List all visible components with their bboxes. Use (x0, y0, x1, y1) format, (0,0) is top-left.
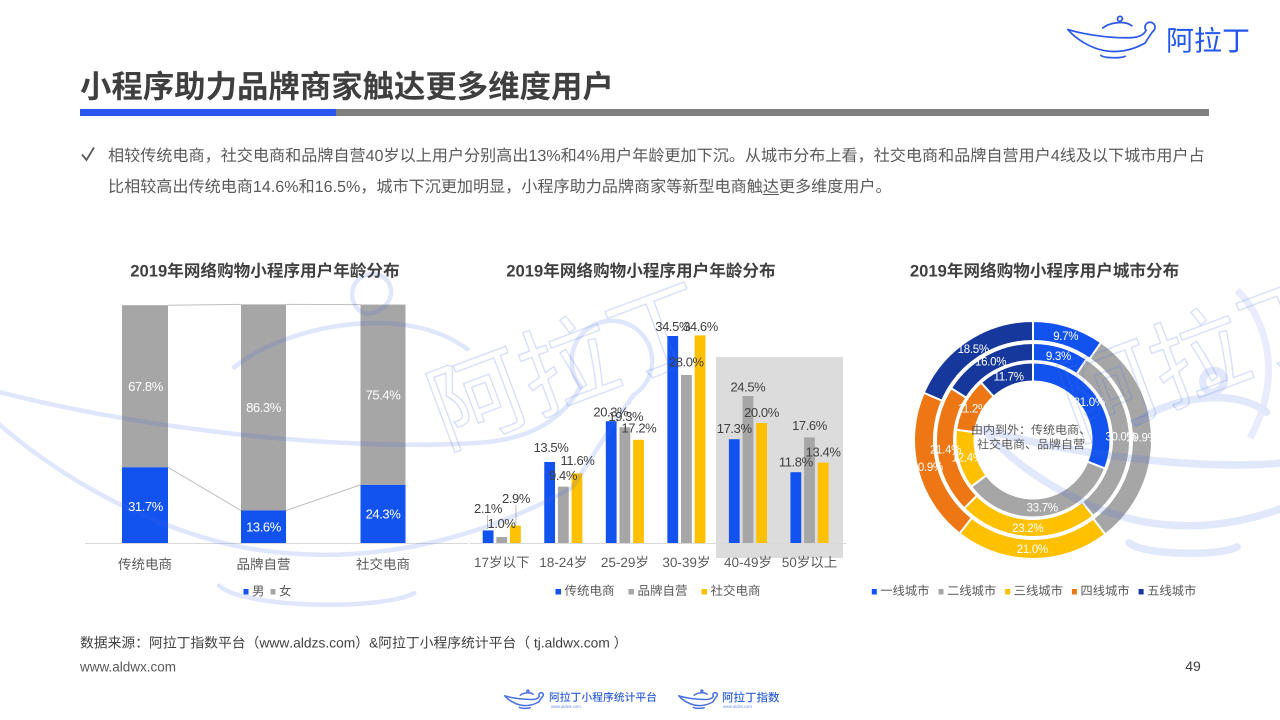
svg-text:1.0%: 1.0% (487, 516, 516, 531)
svg-text:2.9%: 2.9% (502, 491, 531, 506)
svg-text:21.4%: 21.4% (930, 445, 961, 457)
svg-text:13.5%: 13.5% (534, 440, 570, 455)
svg-text:18.5%: 18.5% (958, 344, 989, 356)
svg-text:29.9%: 29.9% (1126, 433, 1157, 445)
svg-text:34.6%: 34.6% (683, 319, 719, 334)
svg-text:11.8%: 11.8% (779, 455, 814, 470)
svg-text:9.4%: 9.4% (549, 468, 578, 483)
svg-text:17.3%: 17.3% (717, 421, 753, 436)
svg-text:11.6%: 11.6% (561, 453, 596, 468)
svg-text:20.9%: 20.9% (912, 462, 943, 474)
svg-text:13.4%: 13.4% (806, 445, 842, 460)
svg-text:34.5%: 34.5% (655, 319, 691, 334)
svg-text:12.4%: 12.4% (952, 452, 983, 464)
svg-text:17.6%: 17.6% (792, 418, 828, 433)
svg-text:31.7%: 31.7% (128, 499, 164, 514)
svg-text:17.2%: 17.2% (621, 421, 657, 436)
svg-text:86.3%: 86.3% (246, 400, 282, 415)
svg-text:24.3%: 24.3% (366, 507, 402, 522)
svg-text:24.5%: 24.5% (730, 380, 766, 395)
svg-text:28.0%: 28.0% (669, 355, 705, 370)
svg-text:9.7%: 9.7% (1053, 331, 1078, 343)
svg-text:31.0%: 31.0% (1074, 397, 1105, 409)
svg-text:21.0%: 21.0% (1017, 544, 1048, 556)
svg-text:16.0%: 16.0% (975, 357, 1006, 369)
svg-text:30.0%: 30.0% (1105, 431, 1136, 443)
svg-text:67.8%: 67.8% (128, 379, 164, 394)
svg-text:13.6%: 13.6% (246, 519, 282, 534)
svg-text:20.3%: 20.3% (593, 405, 629, 420)
svg-text:11.7%: 11.7% (993, 372, 1023, 384)
svg-text:2.1%: 2.1% (474, 501, 503, 516)
svg-text:9.3%: 9.3% (1046, 351, 1071, 363)
svg-text:11.2%: 11.2% (958, 404, 988, 416)
svg-text:20.0%: 20.0% (744, 405, 780, 420)
svg-text:19.3%: 19.3% (608, 409, 644, 424)
svg-text:www.aldzs.com: www.aldzs.com (723, 704, 752, 709)
svg-text:75.4%: 75.4% (366, 387, 402, 402)
svg-text:www.aldwx.com: www.aldwx.com (551, 704, 581, 709)
svg-text:23.2%: 23.2% (1012, 523, 1043, 535)
svg-text:www.aldwx.com: www.aldwx.com (79, 660, 176, 675)
svg-text:33.7%: 33.7% (1027, 503, 1058, 515)
svg-text:49: 49 (1185, 658, 1201, 674)
